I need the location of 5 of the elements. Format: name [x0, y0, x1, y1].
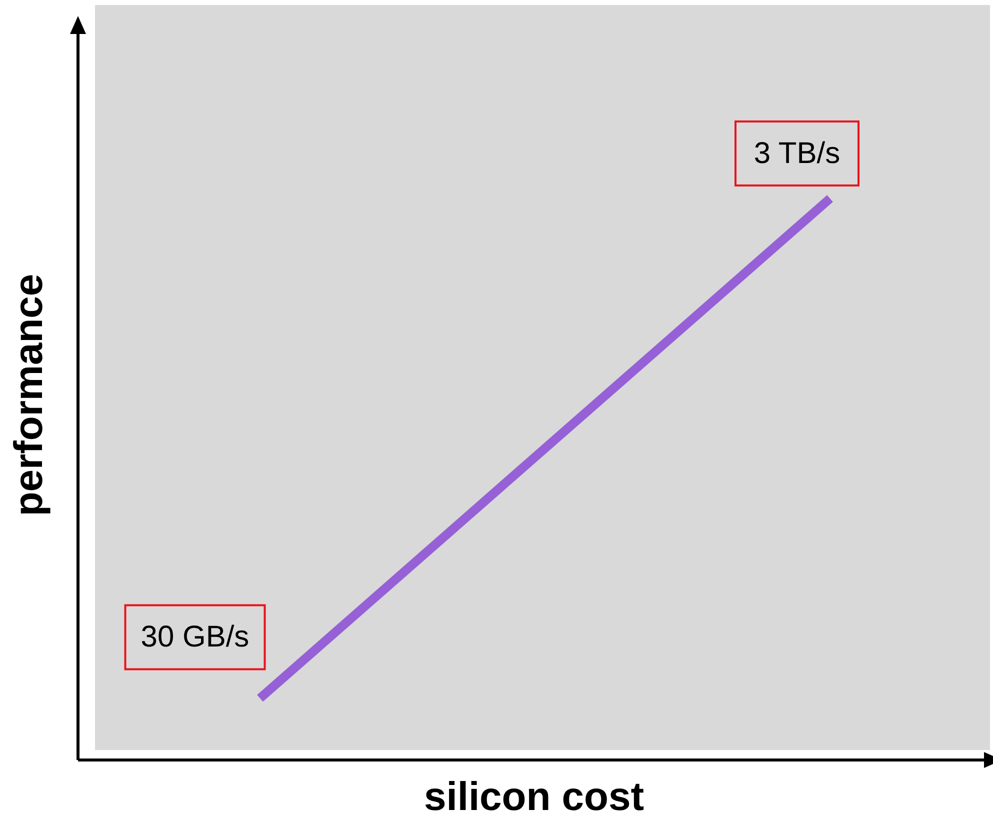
label-box: 3 TB/s [734, 120, 860, 186]
label-box: 30 GB/s [124, 604, 266, 670]
annotation: 30 GB/s [140, 620, 250, 654]
x-axis-title: silicon cost [424, 775, 644, 819]
y-axis-title: performance [7, 274, 52, 516]
